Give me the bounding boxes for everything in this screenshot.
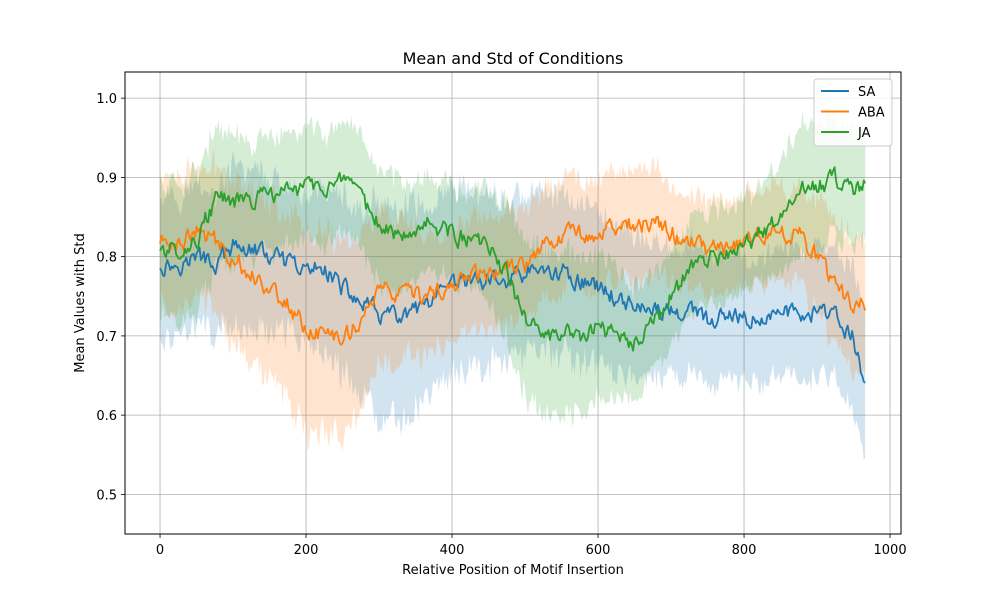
legend-label-sa: SA xyxy=(858,85,875,100)
x-tick-label: 800 xyxy=(732,543,757,558)
x-axis-label: Relative Position of Motif Insertion xyxy=(402,563,624,578)
std-band-aba xyxy=(160,149,866,451)
y-tick-label: 0.8 xyxy=(96,251,117,266)
y-tick-label: 0.9 xyxy=(96,171,117,186)
series-line-sa xyxy=(159,238,866,384)
x-tick-label: 0 xyxy=(156,543,164,558)
x-axis: 0 200 400 600 800 1000 xyxy=(156,534,907,558)
y-tick-label: 1.0 xyxy=(96,92,117,107)
chart-title: Mean and Std of Conditions xyxy=(403,49,624,68)
x-tick-label: 400 xyxy=(440,543,465,558)
y-tick-label: 0.6 xyxy=(96,409,117,424)
y-tick-label: 0.5 xyxy=(96,488,117,503)
legend-label-aba: ABA xyxy=(858,106,885,121)
legend: SA ABA JA xyxy=(813,78,893,147)
y-tick-label: 0.7 xyxy=(96,330,117,345)
std-band-sa xyxy=(160,150,866,461)
x-tick-label: 600 xyxy=(586,543,611,558)
x-tick-label: 200 xyxy=(294,543,319,558)
y-axis-label: Mean Values with Std xyxy=(73,233,88,372)
y-axis: 0.5 0.6 0.7 0.8 0.9 1.0 xyxy=(96,92,125,503)
x-tick-label: 1000 xyxy=(874,543,907,558)
mean-lines xyxy=(159,166,867,384)
grid xyxy=(125,72,901,534)
legend-label-ja: JA xyxy=(857,126,871,141)
series-line-ja xyxy=(159,166,867,352)
legend-box xyxy=(813,78,893,147)
plot-area-frame xyxy=(124,71,902,535)
